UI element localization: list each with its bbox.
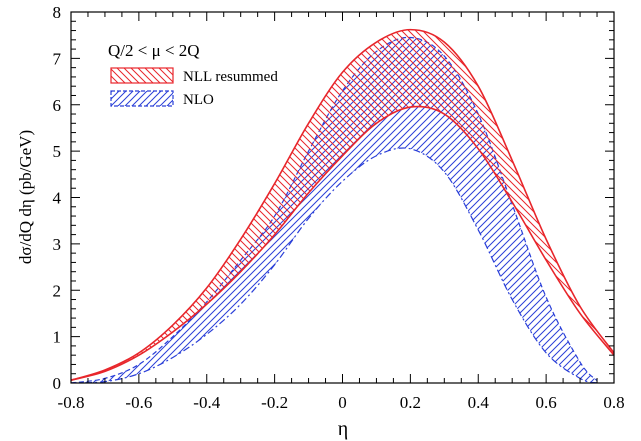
x-tick-label: 0.8 [603, 393, 624, 412]
x-tick-label: -0.6 [125, 393, 152, 412]
legend-entry-nlo: NLO [110, 90, 214, 108]
axis-ticks: -0.8 -0.6 -0.4 -0.2 0 0.2 0.4 0.6 0.8 0 1 2 3 4 5 6 7 8 [53, 3, 625, 412]
y-tick-label: 4 [53, 189, 62, 208]
legend-label: NLL resummed [183, 69, 278, 85]
x-tick-label: -0.4 [193, 393, 220, 412]
y-tick-label: 1 [53, 328, 62, 347]
x-axis-label: η [338, 418, 348, 440]
y-tick-label: 6 [53, 96, 62, 115]
series-nll-resummed-band [71, 28, 614, 381]
x-tick-label: 0.2 [400, 393, 421, 412]
plot-bands [71, 28, 614, 383]
legend-swatch [110, 90, 174, 107]
legend: NLL resummed NLO [110, 67, 278, 108]
y-tick-label: 8 [53, 3, 62, 22]
band-fill [71, 29, 614, 381]
legend-entry-nll-resummed: NLL resummed [110, 67, 278, 85]
x-tick-label: -0.8 [58, 393, 85, 412]
y-tick-label: 7 [53, 49, 62, 68]
x-tick-label: 0.4 [468, 393, 490, 412]
x-tick-label: 0 [338, 393, 347, 412]
legend-label: NLO [183, 92, 214, 108]
band-lower-line [71, 105, 614, 381]
y-tick-label: 2 [53, 281, 62, 300]
y-tick-label: 5 [53, 142, 62, 161]
band-lower-line [71, 147, 598, 383]
x-tick-label: -0.2 [261, 393, 288, 412]
y-tick-label: 0 [53, 374, 62, 393]
y-tick-label: 3 [53, 235, 62, 254]
legend-swatch [110, 67, 174, 84]
band-upper-line [71, 28, 614, 381]
annotation-scale-range: Q/2 < μ < 2Q [108, 41, 200, 60]
y-axis-label: dσ/dQ dη (pb/GeV) [16, 130, 35, 264]
x-tick-label: 0.6 [536, 393, 557, 412]
